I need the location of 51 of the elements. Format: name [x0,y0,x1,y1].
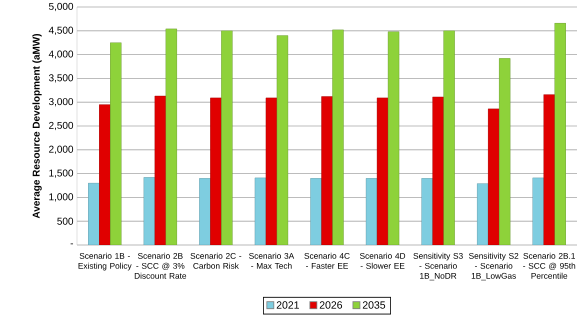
y-tick-label: 1,500 [49,169,74,178]
bar [144,177,156,245]
y-tick-label: 3,000 [48,98,74,106]
y-tick-label: 2,500 [49,122,74,130]
x-tick-label: Sensitivity S3 - Scenario 1B_NoDR [413,252,463,280]
x-tick-label: Scenario 4D - Slower EE [360,252,406,269]
bar [210,98,222,245]
bar [388,32,400,245]
bar [544,94,555,245]
bar [110,42,122,245]
bar [432,96,444,245]
x-tick-label: Scenario 2B.1 - SCC @ 95th Percentile [523,252,576,279]
bar [488,108,500,245]
bar [554,22,566,245]
bar [443,30,455,245]
bar [421,178,433,245]
bar [532,178,544,245]
y-tick-label: 5,000 [48,2,74,12]
y-tick-label: 1,000 [49,193,74,202]
bar [376,98,388,245]
legend-label: 2021 [276,301,299,309]
bar [476,183,488,245]
y-tick-label: - [70,243,74,244]
x-tick-label: Scenario 2B - SCC @ 3% Discount Rate [134,252,186,279]
y-tick-label: 2,000 [49,146,74,154]
bar [166,28,178,245]
bar [221,30,233,245]
bar [199,178,211,245]
bar [332,30,344,245]
bar [498,58,510,245]
x-tick-label: Sensitivity S2 - Scenario 1B_LowGas [468,252,518,280]
bar [276,35,288,245]
y-axis-title: Average Resource Development (aMW) [32,34,42,218]
y-tick-label: 3,500 [48,74,74,83]
bar [254,178,266,245]
bar [99,104,110,245]
bar [154,96,166,245]
y-tick-label: 4,000 [48,50,74,59]
x-tick-label: Scenario 1B - Existing Policy [78,252,132,270]
x-tick-label: Scenario 2C - Carbon Risk [190,252,242,269]
legend-label: 2026 [320,301,342,309]
bar [321,96,333,245]
bar [366,178,378,245]
x-tick-label: Scenario 4C - Faster EE [304,252,350,269]
x-tick-label: Scenario 3A - Max Tech [249,252,294,269]
legend-label: 2035 [362,301,386,309]
y-tick-label: 4,500 [48,26,74,35]
bar [266,98,278,245]
bar [310,178,322,245]
y-tick-label: 500 [57,218,74,225]
bar [88,182,100,245]
